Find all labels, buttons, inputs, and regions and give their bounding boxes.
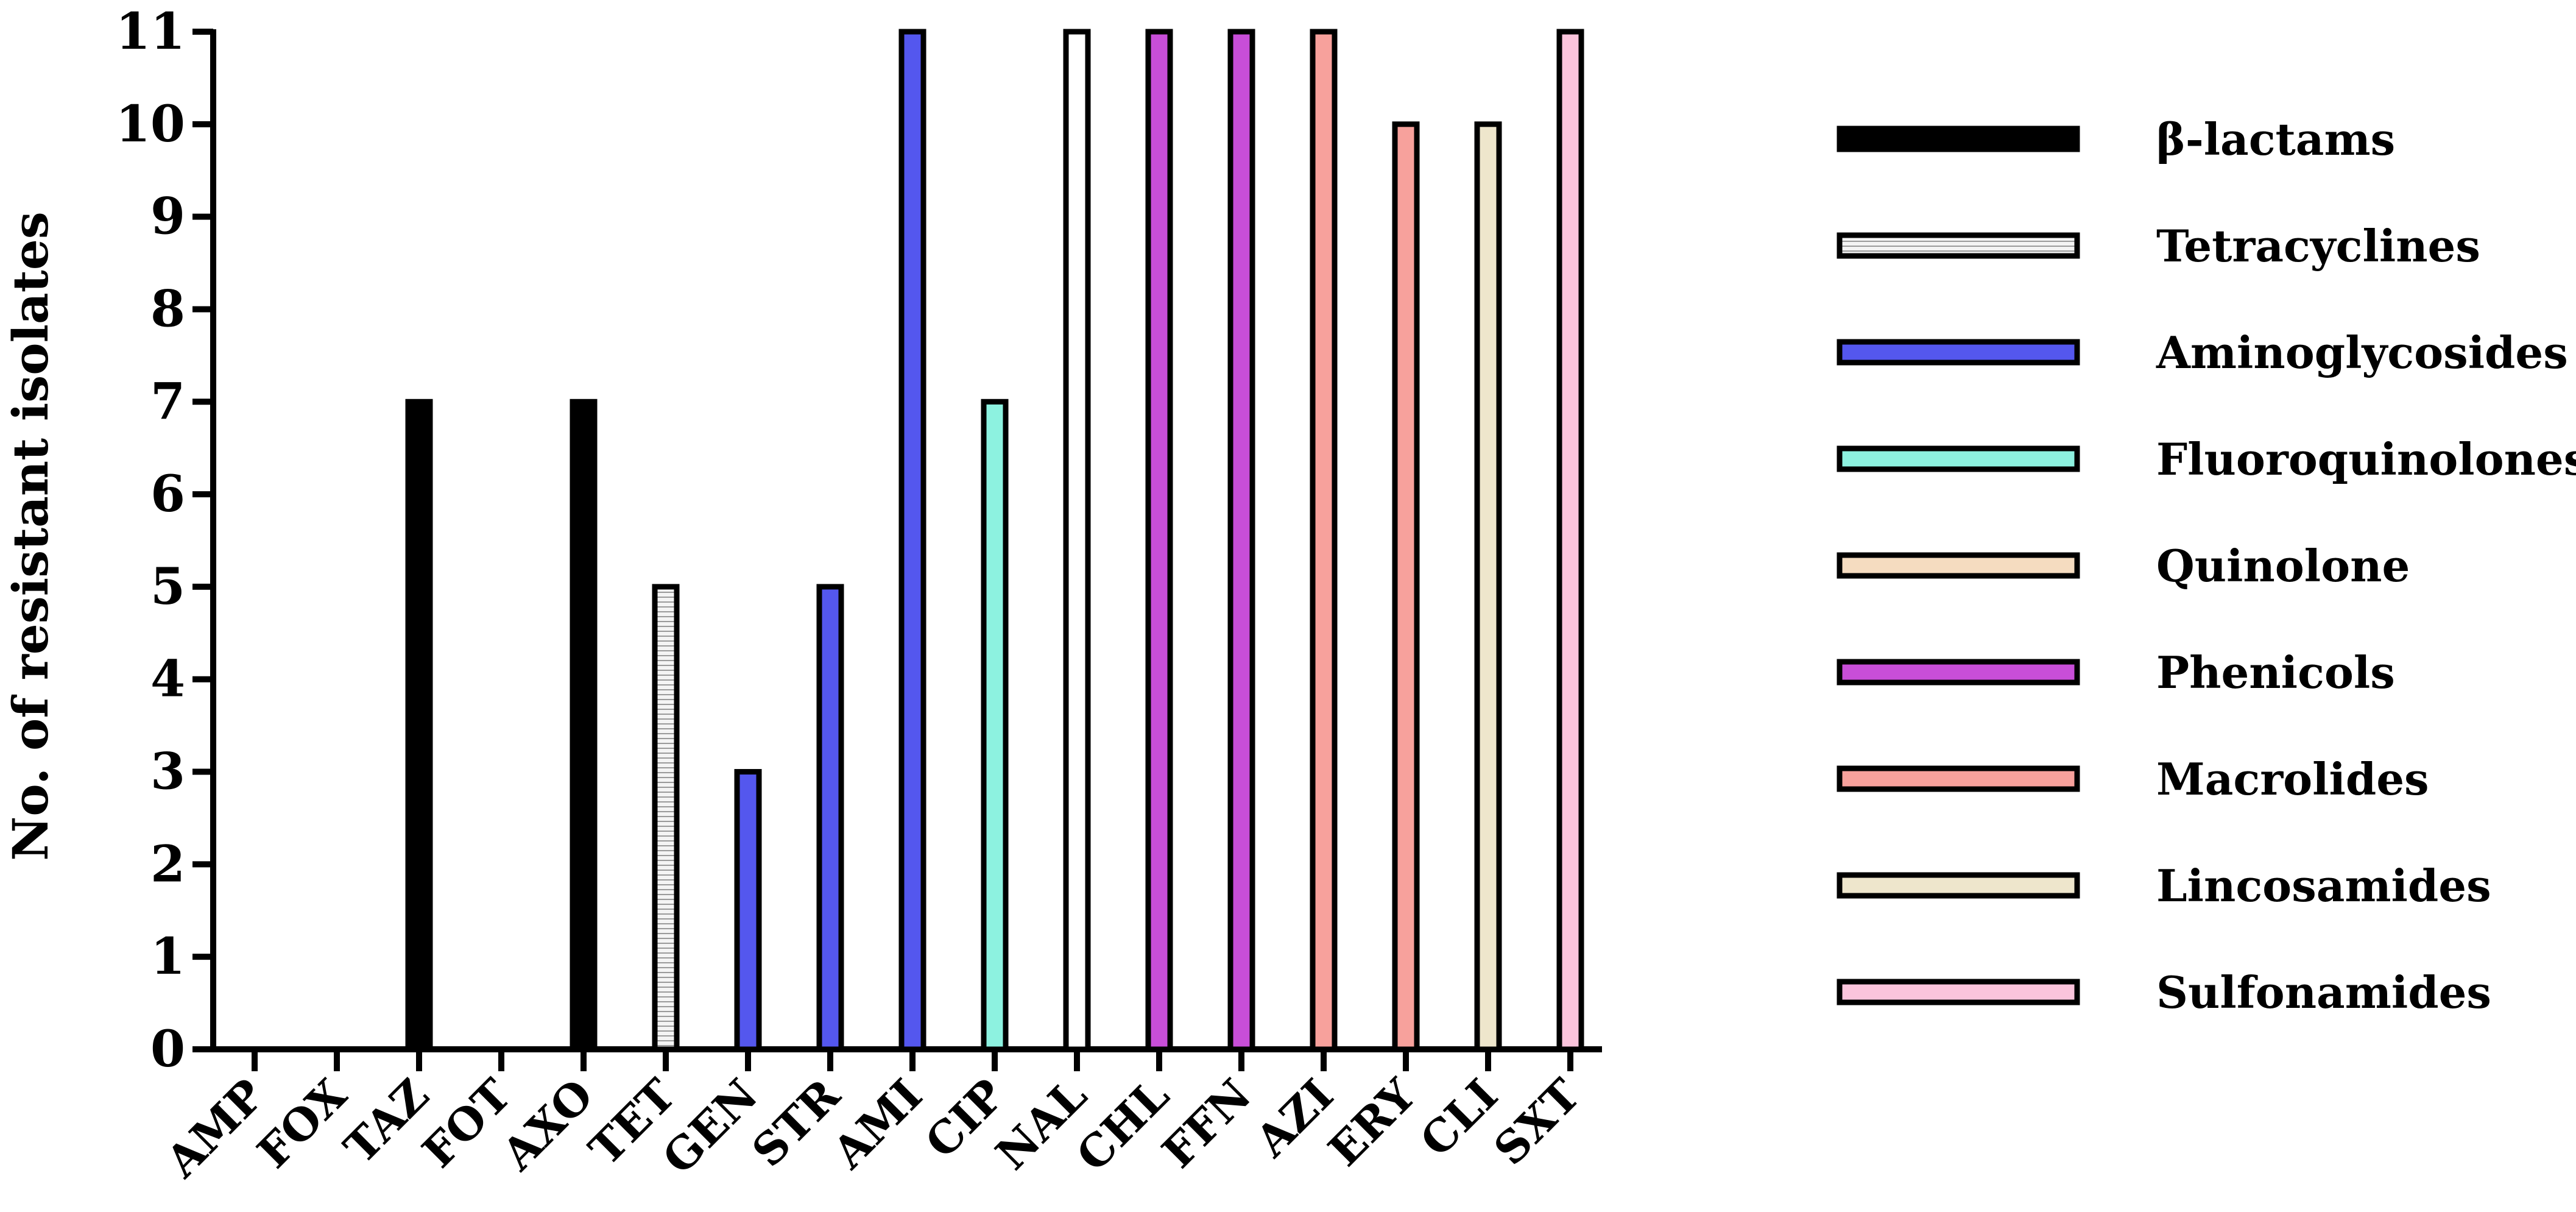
legend-label: Lincosamides [2156,860,2491,912]
x-tick-label: GEN [652,1069,768,1184]
x-tick-label: AXO [492,1069,603,1180]
legend-swatch [1837,552,2080,579]
legend-label: Quinolone [2156,540,2410,592]
x-tick-label: STR [742,1068,850,1177]
y-tick-label: 4 [150,650,185,709]
y-axis: 0 1 2 3 4 5 6 7 8 9 10 11 [116,2,216,1079]
x-tick-label: CLI [1410,1069,1508,1166]
y-tick-label: 5 [150,558,185,616]
x-tick-label: SXT [1484,1069,1590,1175]
y-tick-label: 3 [150,743,185,801]
bar-cli [1474,121,1502,1052]
legend-swatch [1837,872,2080,899]
bar-ami [898,29,926,1052]
x-tick-label: CHL [1066,1069,1179,1182]
x-tick-label: AZI [1245,1069,1343,1167]
legend-swatch [1837,445,2080,472]
y-tick-label: 1 [150,927,185,986]
x-tick-label: AMP [155,1069,274,1188]
x-tick-label: FOX [247,1069,356,1178]
y-tick-label: 6 [150,465,185,523]
bar-chl [1145,29,1173,1052]
legend-swatch [1837,979,2080,1005]
bar-axo [570,399,598,1052]
x-tick-label: TAZ [334,1069,439,1174]
x-tick-label: FFN [1152,1069,1261,1178]
legend-swatch [1837,659,2080,686]
bar-cip [981,399,1009,1052]
bar-tet [652,584,680,1052]
bar-azi [1310,29,1338,1052]
y-axis-title: No. of resistant isolates [2,211,59,861]
legend-swatch [1837,232,2080,259]
bar-str [816,584,844,1052]
bar-nal [1063,29,1091,1052]
y-tick-label: 11 [116,2,185,61]
x-tick-label: ERY [1318,1068,1426,1176]
y-tick-label: 8 [150,280,185,338]
y-tick-label: 0 [150,1020,185,1079]
x-axis: AMPFOXTAZFOTAXOTETGENSTRAMICIPNALCHLFFNA… [155,1046,1602,1188]
bar-ffn [1227,29,1255,1052]
bar-ery [1392,121,1420,1052]
legend-label: Aminoglycosides [2156,327,2568,378]
legend-label: β-lactams [2156,113,2395,165]
legend-swatch [1837,126,2080,152]
y-tick-label: 10 [116,95,185,154]
bar-taz [405,399,433,1052]
x-tick-label: NAL [986,1069,1096,1180]
bar-sxt [1556,29,1584,1052]
x-tick-label: AMI [822,1069,932,1178]
x-tick-label: FOT [412,1069,521,1177]
bar-gen [734,769,762,1052]
legend-label: Fluoroquinolones [2156,433,2576,485]
legend-label: Sulfonamides [2156,966,2491,1018]
legend-label: Macrolides [2156,753,2429,805]
y-tick-label: 2 [150,835,185,893]
legend-swatch [1837,339,2080,366]
legend: β-lactams Tetracyclines Aminoglycosides Flu… [1837,113,2576,1018]
y-tick-label: 9 [150,188,185,246]
y-tick-label: 7 [150,372,185,431]
bars [405,29,1584,1052]
legend-swatch [1837,765,2080,792]
legend-label: Tetracyclines [2156,220,2480,272]
legend-label: Phenicols [2156,647,2395,698]
